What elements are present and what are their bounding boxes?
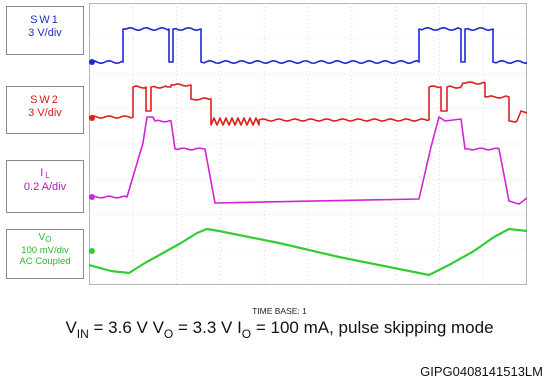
vo-scale: 100 mV/div bbox=[21, 244, 69, 256]
scope-frame bbox=[89, 3, 527, 285]
il-main: I bbox=[40, 167, 46, 179]
marker-sw1 bbox=[89, 59, 95, 65]
sw1-scale: 3 V/div bbox=[28, 27, 62, 40]
sw2-scale: 3 V/div bbox=[28, 107, 62, 120]
timebase-label: TIME BASE: 1 bbox=[252, 306, 307, 316]
caption-io-main: I bbox=[237, 318, 242, 337]
trace-sw1 bbox=[89, 26, 527, 65]
caption-vin-value: = 3.6 V bbox=[88, 318, 153, 337]
marker-il bbox=[89, 194, 95, 200]
il-sub: L bbox=[45, 171, 50, 180]
marker-sw2 bbox=[89, 115, 95, 121]
figure-id: GIPG0408141513LM bbox=[420, 364, 543, 379]
caption-vin-sub: IN bbox=[76, 327, 89, 341]
trace-il bbox=[89, 116, 527, 205]
caption-vin-main: V bbox=[65, 318, 77, 337]
caption: VIN = 3.6 V VO = 3.3 V IO = 100 mA, puls… bbox=[0, 318, 559, 341]
vo-coupling: AC Coupled bbox=[19, 255, 71, 267]
legend-sw1: SW1 3 V/div bbox=[6, 6, 84, 55]
caption-vo-value: = 3.3 V bbox=[173, 318, 238, 337]
sw1-name: SW1 bbox=[30, 14, 60, 26]
scope-traces bbox=[89, 26, 527, 277]
il-scale: 0.2 A/div bbox=[23, 180, 67, 193]
legend-il: IL 0.2 A/div bbox=[6, 160, 84, 213]
vo-name: VO bbox=[7, 232, 83, 245]
legend-sw2: SW2 3 V/div bbox=[6, 86, 84, 134]
vo-main: V bbox=[38, 232, 46, 243]
vo-sub: O bbox=[45, 235, 52, 244]
caption-io-sub: O bbox=[241, 327, 252, 341]
trace-sw2 bbox=[89, 81, 527, 126]
trace-vo bbox=[89, 227, 527, 277]
il-name: IL bbox=[7, 167, 83, 181]
caption-vo-sub: O bbox=[163, 327, 174, 341]
caption-vo-main: V bbox=[152, 318, 164, 337]
scope-screen bbox=[89, 3, 527, 285]
legend-vo: VO 100 mV/div AC Coupled bbox=[6, 229, 84, 279]
sw2-name: SW2 bbox=[30, 94, 60, 106]
caption-io-value: = 100 mA, pulse skipping mode bbox=[251, 318, 494, 337]
marker-vo bbox=[89, 248, 95, 254]
